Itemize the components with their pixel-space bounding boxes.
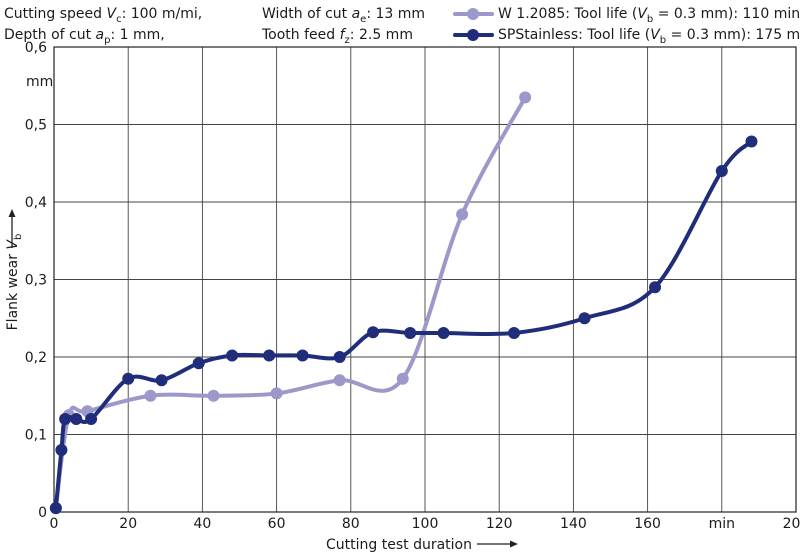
data-point-spstainless	[333, 351, 346, 363]
data-point-spstainless	[226, 349, 239, 362]
legend-marker-spstainless	[467, 29, 479, 41]
series-line-spstainless	[53, 139, 754, 511]
legend: W 1.2085: Tool life (Vb = 0.3 mm): 110 m…	[453, 6, 800, 46]
data-point-spstainless	[367, 326, 380, 339]
data-point-w12085	[207, 389, 220, 402]
y-axis-label: Flank wear Vb	[5, 234, 24, 331]
data-point-spstainless	[404, 326, 417, 339]
legend-item-spstainless: SPStainless: Tool life (Vb = 0.3 mm): 17…	[453, 27, 800, 46]
data-point-spstainless	[55, 444, 68, 456]
x-axis-arrow	[477, 540, 518, 548]
series-group	[49, 91, 758, 515]
y-tick-label: 0,2	[25, 350, 47, 366]
x-tick-label: 160	[634, 516, 661, 532]
x-tick-label: 120	[486, 516, 513, 532]
data-point-w12085	[333, 374, 346, 387]
y-tick-label: 0,4	[25, 195, 47, 211]
x-tick-label: 60	[268, 516, 286, 532]
data-point-spstainless	[296, 349, 309, 362]
series-w12085	[49, 91, 532, 515]
legend-item-w12085: W 1.2085: Tool life (Vb = 0.3 mm): 110 m…	[453, 6, 800, 25]
grid	[53, 46, 797, 513]
x-tick-label: 80	[342, 516, 360, 532]
y-tick-label: 0,3	[25, 273, 47, 289]
legend-label-spstainless: SPStainless: Tool life (Vb = 0.3 mm): 17…	[498, 27, 800, 46]
y-tick-label: 0	[38, 505, 47, 521]
data-point-w12085	[144, 389, 157, 402]
x-tick-label: 0	[50, 516, 59, 532]
y-tick-label: 0,6	[25, 40, 47, 56]
y-tick-labels: 0 0,1 0,2 0,3 0,4 0,5 0,6	[25, 40, 47, 521]
data-point-spstainless	[85, 413, 98, 425]
data-point-spstainless	[578, 312, 591, 325]
data-point-spstainless	[70, 413, 83, 425]
x-tick-label: 40	[193, 516, 211, 532]
data-point-spstainless	[745, 135, 758, 148]
series-spstainless	[49, 135, 758, 515]
x-tick-label: 200	[783, 516, 800, 532]
y-axis-arrow	[8, 209, 16, 248]
y-axis-title: Flank wear Vb	[5, 234, 24, 331]
data-point-spstainless	[59, 413, 72, 425]
test-conditions: Cutting speed Vc: 100 m/mi, Depth of cut…	[4, 6, 425, 46]
plot-frame	[53, 46, 797, 513]
y-unit-label: mm	[26, 74, 53, 90]
width-of-cut-text: Width of cut ae: 13 mm	[262, 6, 425, 25]
legend-label-w12085: W 1.2085: Tool life (Vb = 0.3 mm): 110 m…	[498, 6, 800, 25]
x-tick-label: min	[709, 516, 735, 532]
data-point-w12085	[396, 372, 409, 385]
legend-marker-w12085	[467, 8, 479, 20]
data-point-spstainless	[715, 165, 728, 177]
y-tick-label: 0,1	[25, 428, 47, 444]
x-axis-label: Cutting test duration	[326, 537, 472, 553]
data-point-spstainless	[49, 502, 62, 515]
tooth-feed-text: Tooth feed fz: 2.5 mm	[261, 27, 413, 46]
depth-of-cut-text: Depth of cut ap: 1 mm,	[4, 27, 165, 46]
data-point-spstainless	[437, 326, 450, 339]
x-tick-label: 20	[119, 516, 137, 532]
y-tick-label: 0,5	[25, 118, 47, 134]
data-point-spstainless	[192, 357, 205, 370]
data-point-w12085	[519, 91, 532, 104]
cutting-speed-text: Cutting speed Vc: 100 m/mi,	[4, 6, 202, 25]
data-point-spstainless	[155, 374, 168, 387]
x-tick-label: 140	[560, 516, 587, 532]
series-line-w12085	[53, 95, 528, 511]
x-tick-label: 100	[412, 516, 439, 532]
data-point-w12085	[270, 387, 283, 400]
data-point-spstainless	[263, 349, 276, 362]
x-tick-labels: 0 20 40 60 80 100 120 140 160 min 200	[50, 516, 800, 532]
data-point-spstainless	[649, 281, 662, 294]
data-point-w12085	[456, 208, 469, 221]
data-point-spstainless	[122, 372, 135, 385]
data-point-spstainless	[508, 326, 521, 339]
